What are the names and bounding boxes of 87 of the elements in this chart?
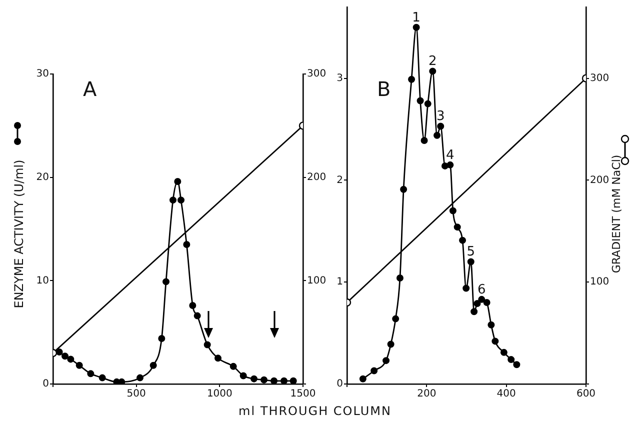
point [434,132,441,139]
point [250,375,258,382]
y-tick-label: 3 [336,72,343,84]
point [424,100,432,108]
point [420,136,428,144]
point [189,302,196,309]
point [87,370,94,378]
y-tick-label: 0 [336,378,343,390]
point [260,376,268,384]
point [483,298,490,306]
point [470,308,478,316]
annotation: 2 [428,54,437,70]
point [437,122,444,130]
annotation: 3 [436,109,445,124]
point [359,375,366,382]
point [290,377,297,384]
x-tick-label: 500 [126,388,146,400]
point [56,348,63,356]
y2-tick-label: 300 [590,72,610,84]
point [270,377,278,384]
y-tick-label: 10 [36,275,49,286]
annotation: 6 [477,282,486,298]
point [98,374,106,382]
point [478,296,486,303]
point [162,278,170,286]
x-tick-label: 600 [576,388,596,400]
y2-tick-label: 200 [307,172,326,183]
point [230,362,237,370]
y2-tick-label: 200 [590,174,610,186]
y2-tick-label: 100 [307,275,326,286]
y-tick-label: 30 [36,68,49,80]
text: B [377,77,391,102]
y-tick-label: 0 [42,378,49,390]
point [158,335,166,342]
point [204,341,211,348]
chart-title: A [83,77,97,102]
point [454,224,461,231]
point [500,348,508,356]
annotation: 4 [446,148,454,163]
point [459,236,466,244]
point [183,241,190,248]
point [382,357,390,364]
point [174,178,182,185]
point [416,97,424,104]
y-tick-label: 20 [36,172,49,183]
point [62,352,68,360]
point [446,161,454,168]
point [467,258,474,266]
point [214,354,222,362]
x-tick-label: 400 [496,388,516,400]
y-tick-label: 2 [336,174,343,186]
point [76,362,83,369]
point [136,374,144,382]
y2-tick-label: 100 [590,276,610,288]
point [513,361,520,368]
point [150,362,157,369]
point [462,284,470,292]
point [118,378,126,384]
point [400,186,408,193]
point [240,372,247,380]
point [170,196,176,204]
x-axis-title: ml THROUGH COLUMN [238,404,392,418]
point [370,367,378,374]
y2-axis-title: GRADIENT (mM NaCl) [610,154,623,274]
point [488,321,495,328]
x-tick-label: 1000 [206,388,232,400]
point [392,315,400,322]
point [474,300,481,308]
point [449,207,456,214]
y2-tick-label: 300 [307,68,326,80]
annotation: 5 [466,244,476,260]
point [280,377,288,384]
point [387,340,394,348]
point [508,356,515,364]
point [429,68,436,75]
point [396,274,404,282]
point [408,76,416,83]
point [67,356,74,363]
point [492,338,499,345]
point [194,312,201,320]
x-tick-label: 1500 [290,388,316,400]
y-tick-label: 1 [336,276,343,288]
point [412,24,420,31]
annotation: 1 [412,10,420,26]
y-axis-title: ENZYME ACTIVITY (U/ml) [12,160,26,308]
x-tick-label: 200 [417,388,436,400]
point [178,196,184,204]
